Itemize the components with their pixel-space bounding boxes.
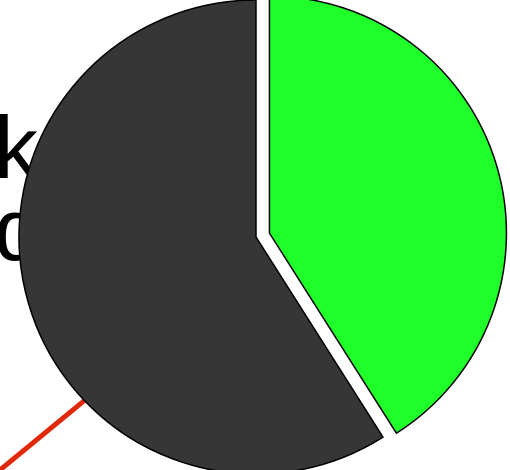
pie-slice-2	[18, 0, 385, 470]
pie-slices	[18, 0, 508, 470]
pie-slice-1	[268, 0, 508, 435]
pointer-line	[0, 398, 87, 470]
